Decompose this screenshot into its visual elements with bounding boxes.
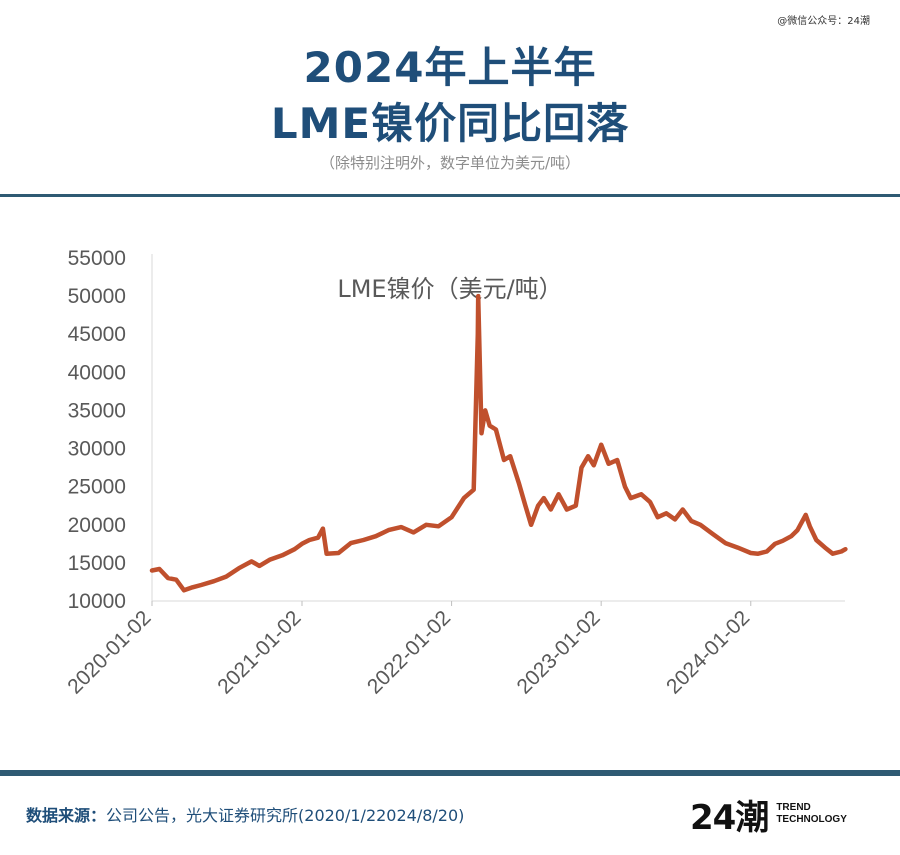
x-tick-label: 2021-01-02 [213, 606, 305, 698]
y-tick-label: 55000 [68, 247, 126, 270]
y-tick-label: 30000 [68, 438, 126, 461]
top-divider [0, 194, 900, 197]
brand-logo: 24潮 TREND TECHNOLOGY [690, 790, 847, 838]
x-tick-label: 2024-01-02 [662, 606, 754, 698]
data-source-label: 数据来源： [26, 806, 107, 825]
logo-text: TREND TECHNOLOGY [776, 802, 847, 826]
y-tick-label: 35000 [68, 399, 126, 422]
series-layer [149, 293, 848, 593]
subtitle: （除特别注明外，数字单位为美元/吨） [319, 154, 581, 172]
logo-line-1: TREND [776, 802, 811, 813]
x-tick-label: 2022-01-02 [363, 606, 455, 698]
axes [151, 254, 845, 606]
y-tick-label: 15000 [68, 552, 126, 575]
title-line-1: 2024年上半年 [303, 43, 597, 92]
data-source-text: 公司公告，光大证券研究所(2020/1/22024/8/20) [106, 806, 465, 825]
line-chart: LME镍价（美元/吨） 10000 15000 20000 25000 30000 350… [63, 247, 848, 698]
title-line-2: LME镍价同比回落 [270, 99, 630, 148]
logo-line-2: TECHNOLOGY [776, 814, 847, 825]
logo-mark: 24潮 [690, 797, 769, 838]
y-tick-label: 50000 [68, 285, 126, 308]
y-tick-label: 10000 [68, 590, 126, 613]
tick-labels: 10000 15000 20000 25000 30000 35000 40000 45000… [63, 247, 754, 698]
watermark: @微信公众号：24潮 [777, 16, 870, 27]
y-tick-label: 40000 [68, 361, 126, 384]
x-tick-label: 2020-01-02 [63, 606, 155, 698]
y-tick-label: 20000 [68, 514, 126, 537]
chart-title: LME镍价（美元/吨） [337, 275, 562, 303]
x-tick-label: 2023-01-02 [512, 606, 604, 698]
data-source: 数据来源：公司公告，光大证券研究所(2020/1/22024/8/20) [26, 802, 464, 826]
bottom-divider [0, 770, 900, 776]
series-line-0 [149, 293, 848, 593]
y-tick-label: 25000 [68, 476, 126, 499]
y-tick-label: 45000 [68, 323, 126, 346]
